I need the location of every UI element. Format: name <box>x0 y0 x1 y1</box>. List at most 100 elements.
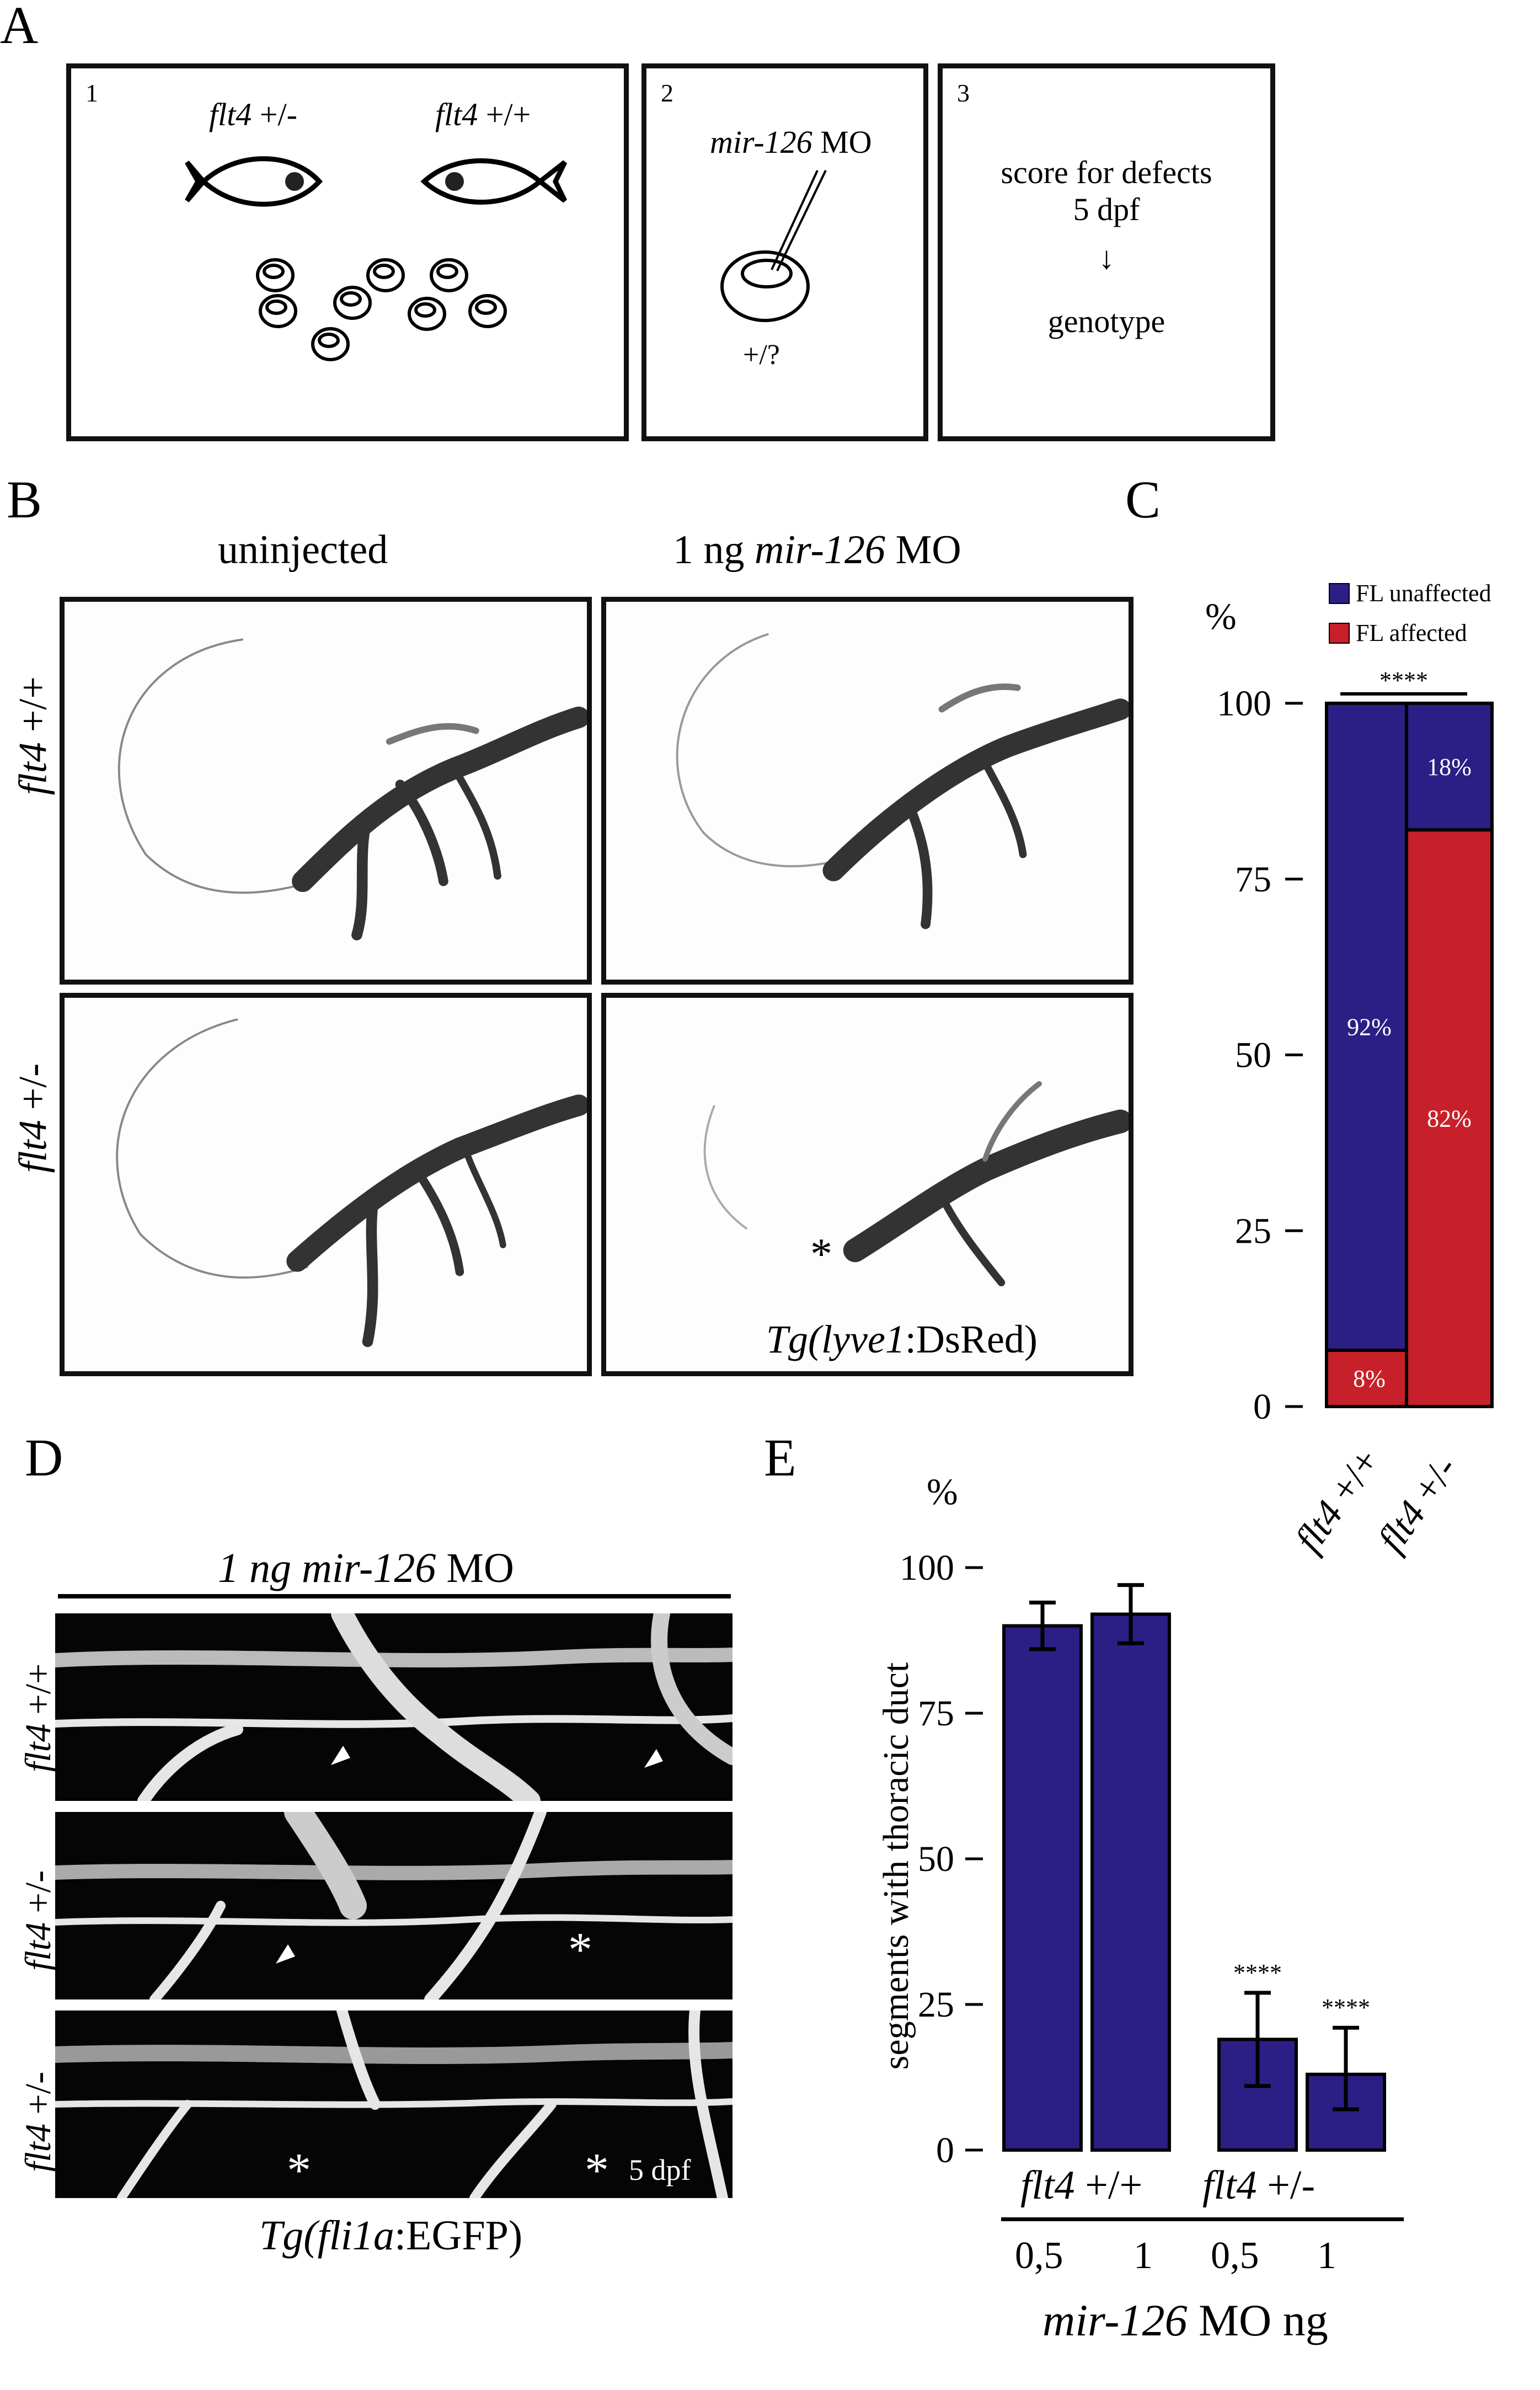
bar-unaffected <box>1405 702 1494 832</box>
mo-suffix: MO <box>820 124 872 160</box>
panel-a-box-2: 2 mir-126 MO +/? <box>641 63 928 441</box>
e-dose-label: 1 <box>1317 2234 1336 2277</box>
defect-asterisk: * <box>810 1230 832 1279</box>
mo-suffix: MO ng <box>1199 2295 1328 2345</box>
y-tick-label: 50 <box>1235 1035 1271 1076</box>
panel-a-letter: A <box>0 0 39 55</box>
e-y-unit: % <box>927 1471 958 1512</box>
bars: 92% 8% 18% 82% <box>1325 702 1494 1408</box>
gene-name: flt4 <box>18 1922 58 1971</box>
column-label-uninjected: uninjected <box>218 527 388 573</box>
y-tick-label: 0 <box>936 2130 954 2170</box>
injection-illustration <box>720 170 827 322</box>
gene-name: flt4 <box>10 742 55 795</box>
micrograph-b-mo-het: * Tg(lyve1:DsRed) <box>601 993 1133 1376</box>
y-tick-label: 25 <box>1235 1211 1271 1251</box>
bars: **** **** <box>1002 1583 1386 2152</box>
gene-name: fli1a <box>317 2212 394 2259</box>
e-dose-label: 0,5 <box>1211 2234 1259 2277</box>
needle-icon <box>771 170 827 271</box>
transgene-suffix: :EGFP) <box>394 2212 523 2259</box>
fish-right-icon <box>420 158 568 205</box>
significance: **** <box>1340 667 1467 696</box>
panel-e-letter: E <box>764 1428 796 1487</box>
y-tick-label: 100 <box>1217 683 1271 724</box>
genotype: +/- <box>18 1870 58 1913</box>
box-number: 2 <box>661 79 673 107</box>
gene-name: flt4 <box>18 2123 58 2172</box>
bar-value-label: 82% <box>1427 1105 1472 1132</box>
panel-a-box-1: 1 flt4 +/- flt4 +/+ <box>66 63 629 441</box>
y-tick-label: 100 <box>900 1548 954 1588</box>
genotype: +/+ <box>1085 2163 1143 2208</box>
d-asterisk: * <box>287 2144 311 2197</box>
row-label-flt4-wt: flt4 +/+ <box>10 674 56 795</box>
y-axis: 0 25 50 75 100 <box>900 1548 983 2170</box>
box-number: 1 <box>85 79 98 107</box>
micrograph-b-mo-wt <box>601 597 1133 985</box>
micrograph-d-3: * * 5 dpf <box>55 2011 732 2198</box>
egg-genotype-label: +/? <box>743 339 780 371</box>
e-dose-label: 0,5 <box>1015 2234 1063 2277</box>
bar-affected <box>1325 1349 1414 1408</box>
score-line-1: score for defects <box>1001 154 1212 190</box>
transgene-label: Tg(lyve1:DsRed) <box>766 1317 1038 1362</box>
y-tick-label: 75 <box>1235 859 1271 900</box>
genotype: +/+ <box>485 97 531 132</box>
gene-name: flt4 <box>1202 2163 1257 2208</box>
down-arrow-icon: ↓ <box>1098 240 1115 276</box>
d-asterisk: * <box>585 2144 609 2197</box>
mo-suffix: MO <box>446 1545 514 1591</box>
box-number: 3 <box>957 79 970 107</box>
gene-name: flt4 <box>209 97 252 132</box>
bar <box>1090 1612 1171 2152</box>
legend-swatch-affected <box>1329 623 1350 644</box>
gene-name: mir-126 <box>1042 2295 1188 2345</box>
transgene-prefix: Tg( <box>259 2212 318 2259</box>
significance-label: **** <box>1233 1959 1282 1986</box>
y-tick-label: 0 <box>1253 1387 1271 1427</box>
bar-value-label: 92% <box>1347 1014 1392 1041</box>
y-unit-label: % <box>1205 595 1237 637</box>
e-group2-line <box>1202 2217 1404 2221</box>
mo-label: mir-126 MO <box>710 124 872 161</box>
y-tick-label: 75 <box>918 1693 954 1734</box>
gene-name: flt4 <box>435 97 478 132</box>
dose: 1 ng <box>673 527 745 573</box>
e-group2-label: flt4 +/- <box>1202 2162 1315 2209</box>
genotype: +/+ <box>10 676 55 732</box>
d-asterisk: * <box>568 1923 592 1977</box>
micrograph-d-1 <box>55 1613 732 1801</box>
chart-c-stacked-bars: % FL unaffected FL affected 0 25 50 75 100 9… <box>1205 580 1494 1427</box>
fish-left-icon <box>185 156 323 207</box>
row-label-flt4-het: flt4 +/- <box>10 1052 56 1173</box>
micrograph-d-2: * <box>55 1812 732 1999</box>
legend-label-affected: FL affected <box>1356 619 1467 646</box>
genotype: +/- <box>18 2071 58 2115</box>
micrograph-b-uninjected-het <box>60 993 592 1376</box>
d-row-label-2: flt4 +/- <box>18 1849 60 1971</box>
significance-label: **** <box>1322 1994 1370 2021</box>
eggs-icon <box>256 258 507 361</box>
gene-name: flt4 <box>18 1723 58 1772</box>
d-header: 1 ng mir-126 MO <box>218 1544 514 1592</box>
e-group1-label: flt4 +/+ <box>1020 2162 1142 2209</box>
significance-label: **** <box>1379 667 1428 694</box>
fish-left-label: flt4 +/- <box>209 96 297 133</box>
column-label-mo: 1 ng mir-126 MO <box>673 527 961 574</box>
gene-name: mir-126 <box>302 1545 436 1591</box>
genotype: +/+ <box>18 1663 58 1715</box>
panel-a-box-3: 3 score for defects 5 dpf ↓ genotype <box>938 63 1275 441</box>
legend-swatch-unaffected <box>1329 583 1350 604</box>
egg-icon <box>720 250 810 322</box>
genotype: +/- <box>10 1063 55 1110</box>
mo-suffix: MO <box>895 527 961 573</box>
genotype: +/- <box>259 97 297 132</box>
fish-right-label: flt4 +/+ <box>435 96 531 133</box>
panel-c-letter: C <box>1125 470 1161 529</box>
y-tick-label: 25 <box>918 1985 954 2025</box>
transgene-suffix: :DsRed) <box>905 1317 1038 1361</box>
e-x-axis-label: mir-126 MO ng <box>1042 2295 1328 2346</box>
d-row-label-1: flt4 +/+ <box>18 1651 60 1772</box>
score-line-2: 5 dpf <box>1073 191 1140 227</box>
